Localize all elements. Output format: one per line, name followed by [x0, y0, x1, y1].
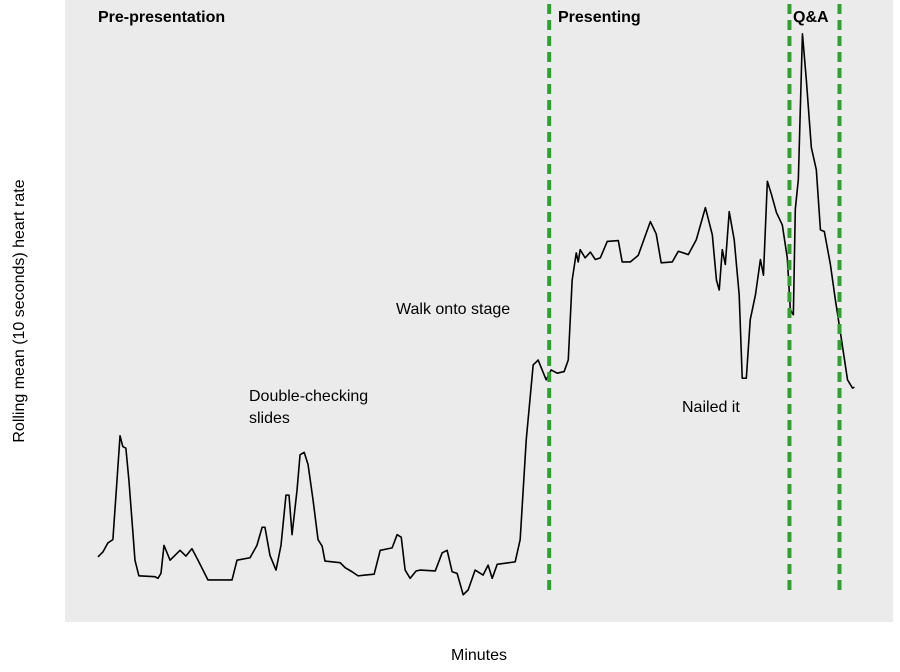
x-axis-title: Minutes	[451, 647, 507, 664]
annotation: Nailed it	[682, 399, 740, 416]
y-axis-title: Rolling mean (10 seconds) heart rate	[11, 179, 28, 442]
marks	[97, 4, 855, 596]
annotation: Double-checking	[249, 388, 368, 405]
phase-label: Q&A	[793, 9, 829, 26]
phase-label: Presenting	[558, 9, 641, 26]
phase-label: Pre-presentation	[98, 9, 225, 26]
annotation: Walk onto stage	[396, 301, 510, 318]
annotation: slides	[249, 410, 290, 427]
plot-panel	[65, 0, 893, 622]
line	[97, 32, 855, 596]
labels: Pre-presentation Presenting Q&A Double-chec…	[98, 9, 829, 427]
